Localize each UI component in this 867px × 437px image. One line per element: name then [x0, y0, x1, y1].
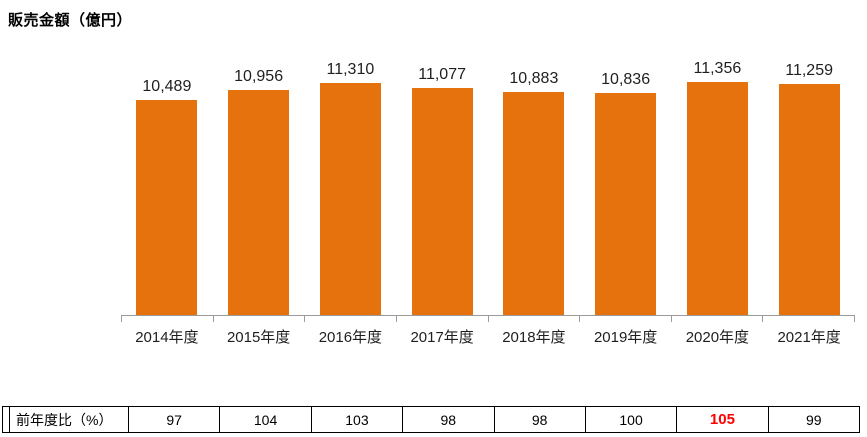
category-label: 2017年度: [410, 329, 474, 346]
axis-tick-segment: [580, 316, 672, 322]
axis-tick-segment: [489, 316, 581, 322]
axis-tick-segment: [672, 316, 764, 322]
chart-title: 販売金額（億円）: [8, 12, 133, 29]
yoy-value-cell-highlighted: 105: [677, 407, 769, 432]
yoy-value-cell: 99: [806, 411, 822, 428]
bar: [319, 83, 381, 315]
axis-tick-segment: [305, 316, 397, 322]
category-label: 2021年度: [777, 329, 841, 346]
category-label: 2016年度: [318, 329, 383, 346]
yoy-value-cell: 103: [312, 407, 404, 432]
bar: [778, 84, 840, 315]
x-axis: [121, 315, 855, 322]
bar-column: 11,356: [672, 60, 764, 315]
category-label: 2018年度: [502, 329, 566, 346]
yoy-value-cell: 104: [220, 407, 312, 432]
category-label: 2015年度: [226, 329, 291, 346]
yoy-header-cell: 前年度比（%）: [10, 407, 129, 432]
bar-column: 10,836: [580, 71, 672, 315]
category-label: 2014年度: [135, 329, 199, 346]
yoy-table: 前年度比（%） 97 104 103 98 98 100 105 99: [2, 406, 860, 433]
bar: [503, 92, 565, 315]
category-label: 2019年度: [593, 329, 658, 346]
bar-value-label: 10,489: [142, 78, 192, 95]
bar-value-label: 11,356: [693, 60, 742, 77]
axis-tick-segment: [214, 316, 306, 322]
yoy-table-spacer-cell: [3, 407, 10, 432]
bar-column: 11,259: [763, 62, 855, 315]
bar-column: 11,310: [305, 61, 397, 315]
bar-value-label: 10,883: [509, 70, 559, 87]
bar-value-label: 10,836: [601, 71, 651, 88]
bar-column: 10,883: [488, 70, 580, 315]
yoy-value-cell: 100: [586, 407, 678, 432]
bar: [411, 88, 473, 315]
bar-value-label: 11,310: [326, 61, 375, 78]
yoy-value-cell: 98: [403, 407, 495, 432]
category-label-row: 2014年度 2015年度 2016年度 2017年度 2018年度 2019年度 2020…: [121, 326, 855, 347]
bar-column: 11,077: [396, 66, 488, 315]
bar-value-label: 10,956: [234, 68, 284, 85]
yoy-value-cell: 98: [495, 407, 586, 432]
bar: [136, 100, 198, 315]
yoy-value-cell: 97: [129, 407, 221, 432]
bar-value-label: 11,259: [785, 62, 833, 79]
category-label: 2020年度: [685, 329, 750, 346]
bar: [595, 93, 657, 315]
axis-tick-segment: [121, 316, 214, 322]
bar-column: 10,489: [121, 78, 213, 315]
bar-column: 10,956: [213, 68, 305, 315]
bar: [228, 90, 290, 315]
bar-value-label: 11,077: [418, 66, 466, 83]
bar: [686, 82, 748, 315]
axis-tick-segment: [763, 316, 855, 322]
axis-tick-segment: [397, 316, 489, 322]
bar-plot-area: 10,489 10,956 11,310 11,077 10,883 10,836 11,3…: [121, 55, 855, 315]
